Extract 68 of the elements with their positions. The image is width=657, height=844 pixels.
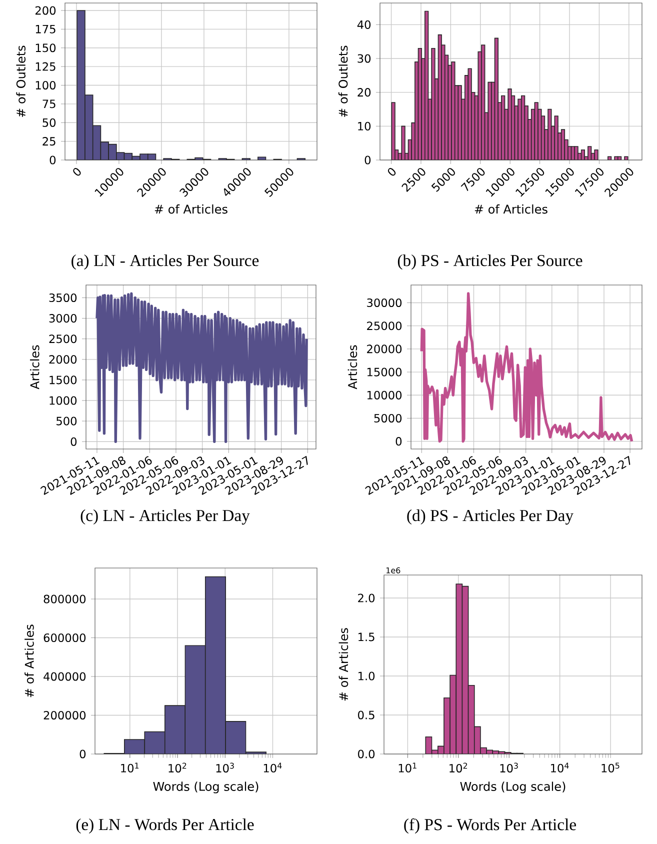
y-tick-label: 0 [364,156,371,164]
y-tick-label: 2.0 [358,594,375,602]
x-axis-title: Words (Log scale) [460,782,566,794]
y-tick-label: 600000 [44,633,86,642]
y-axis-title: # of Outlets [338,46,348,117]
y-tick-label: 1.0 [358,672,375,680]
y-tick-label: 500 [56,416,77,426]
text: (f) PS - Words Per Article [404,818,576,834]
y-tick-label: 75 [42,100,56,108]
x-tick-label: 0 [388,168,396,176]
text: (c) LN - Articles Per Day [80,509,250,525]
y-axis-title: # of Articles [24,624,34,698]
y-tick-label: 30 [358,54,371,63]
x-tick-label: 10$^{3}$ [216,762,234,773]
y-axis-title: # of Articles [338,628,348,701]
y-tick-label: 25 [42,137,56,146]
y-tick-label: 2000 [49,355,77,364]
y-tick-label: 400000 [44,672,86,681]
y-tick-label: 10000 [367,390,402,400]
x-tick-label: 10$^{2}$ [168,762,186,773]
y-tick-label: 175 [36,24,56,34]
y-tick-label: 2500 [49,334,77,344]
y-tick-label: 1.5 [358,632,374,642]
y-tick-label: 125 [36,62,56,71]
y-tick-label: 40 [357,20,371,29]
x-tick-label: 10$^{1}$ [121,762,139,772]
y-tick-label: 10 [358,122,371,130]
y-axis-title: Articles [348,345,358,390]
x-tick-label: 10$^{5}$ [602,762,620,772]
x-tick-label: 10$^{1}$ [398,762,416,772]
y-tick-label: 800000 [44,594,86,604]
y-tick-label: 200 [35,6,56,15]
y-tick-label: 3500 [49,293,77,302]
x-axis-title: # of Articles [154,204,228,214]
y-tick-label: 100 [36,80,56,90]
text: 1e6 [386,567,400,574]
x-tick-label: 10$^{3}$ [500,762,518,773]
y-tick-label: 5000 [374,414,402,423]
text: (e) LN - Words Per Article [76,818,254,834]
y-tick-label: 1000 [50,396,77,405]
y-tick-label: 0.0 [358,750,375,758]
y-axis-title: # of Outlets [16,46,26,117]
x-tick-label: 10$^{4}$ [264,762,282,772]
y-axis-title: Articles [30,345,40,390]
x-tick-label: 10$^{2}$ [450,762,467,773]
y-tick-label: 20000 [367,344,402,354]
y-tick-label: 1500 [50,376,77,384]
text: (a) LN - Articles Per Source [72,254,259,270]
line-series [96,292,308,443]
y-tick-label: 0.5 [358,710,374,720]
y-tick-label: 15000 [367,368,402,376]
x-tick-label: 10$^{4}$ [551,762,569,772]
y-tick-label: 0 [50,156,56,164]
y-tick-label: 50 [42,118,56,127]
text: (b) PS - Articles Per Source [398,254,582,270]
line-series [420,292,634,443]
text: (d) PS - Articles Per Day [407,509,574,525]
x-axis-title: # of Articles [474,204,548,214]
y-tick-label: 20 [358,88,371,97]
y-tick-label: 0 [396,437,402,446]
y-tick-label: 0 [80,750,86,758]
x-axis-title: Words (Log scale) [153,782,258,794]
y-tick-label: 150 [36,44,56,52]
y-tick-label: 3000 [49,314,77,323]
y-tick-label: 200000 [44,710,86,720]
y-tick-label: 30000 [367,298,402,308]
y-tick-label: 25000 [367,322,402,330]
y-tick-label: 0 [70,437,77,446]
